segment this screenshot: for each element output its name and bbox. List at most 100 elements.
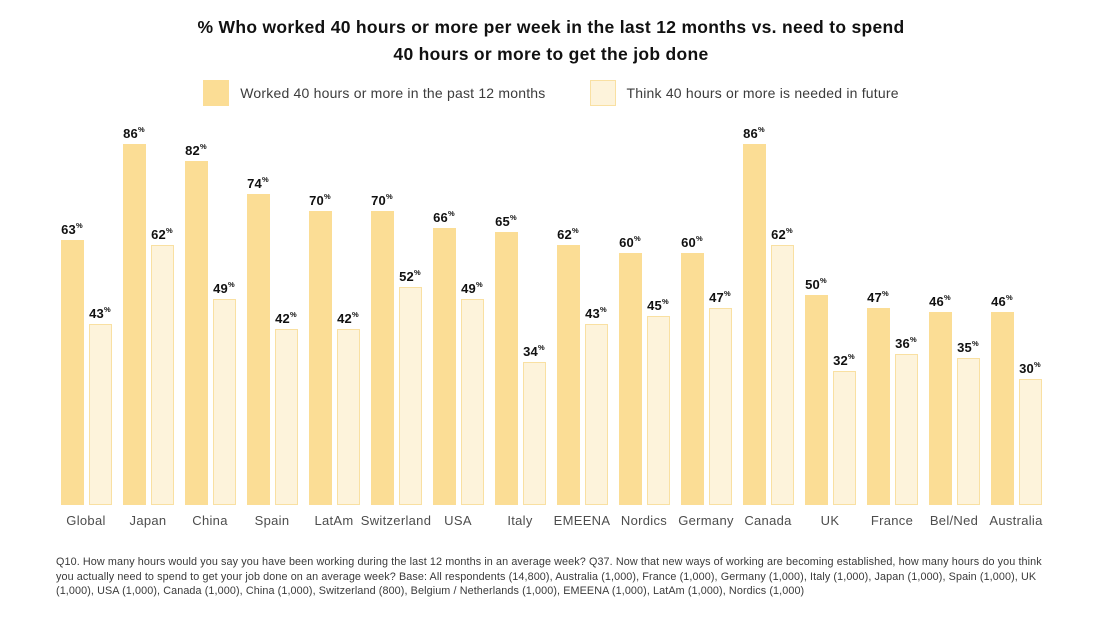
bar-column: 42% [336,310,360,505]
bar-column: 70% [370,192,394,505]
bar-think [522,362,546,505]
bar-think [584,324,608,505]
category-label: China [192,513,228,528]
bar-column: 43% [88,305,112,505]
bar-column: 74% [246,175,270,505]
bar-think [770,244,794,505]
bar-think [708,307,732,505]
bar-think [832,370,856,505]
bar-value-label: 36% [895,334,917,351]
category-label: UK [820,513,840,528]
bar-worked [680,253,704,505]
bar-worked [990,311,1014,505]
percent-sign: % [476,280,483,290]
legend-label-think: Think 40 hours or more is needed in futu… [626,85,899,101]
bar-value-label: 34% [523,343,545,360]
bar-column: 45% [646,297,670,505]
bar-value-label: 63% [61,221,83,238]
bar-group: 65% 34% Italy [489,213,551,528]
percent-sign: % [696,234,703,243]
legend-swatch-worked [203,80,230,106]
bar-column: 86% [122,124,146,505]
bar-value-label: 70% [309,192,331,208]
bar-value-label: 62% [557,225,579,242]
bar-think [894,353,918,505]
bar-value-label: 32% [833,351,855,368]
bar-column: 65% [494,213,518,505]
bar-pair: 62% 43% [556,225,608,505]
bar-value-label: 43% [89,305,111,322]
bar-value-label: 42% [275,309,297,326]
bar-value-label: 65% [495,213,517,229]
bar-pair: 86% 62% [122,124,174,505]
bar-value-label: 62% [771,225,793,242]
bar-think [398,286,422,505]
bar-worked [432,227,456,505]
percent-sign: % [166,225,173,235]
category-label: Global [66,513,106,528]
bar-column: 52% [398,268,422,505]
bar-group: 46% 30% Australia [985,292,1047,528]
bar-group: 86% 62% Canada [737,125,799,528]
percent-sign: % [200,141,207,151]
bar-worked [742,143,766,505]
bar-pair: 65% 34% [494,213,546,505]
bar-value-label: 66% [433,208,455,225]
bar-column: 60% [618,234,642,505]
bar-group: 70% 42% LatAm [303,192,365,528]
category-label: LatAm [314,513,354,528]
bar-pair: 82% 49% [184,141,236,505]
bar-think [956,358,980,505]
category-label: Switzerland [360,513,432,528]
percent-sign: % [820,276,827,285]
percent-sign: % [724,288,731,298]
bar-pair: 46% 30% [990,292,1042,505]
bar-column: 30% [1018,360,1042,505]
bar-pair: 66% 49% [432,208,484,505]
bar-group: 47% 36% France [861,289,923,528]
bar-worked [556,244,580,505]
category-label: Italy [507,513,533,528]
bar-think [212,299,236,505]
bar-worked [246,194,270,505]
bar-column: 47% [866,289,890,505]
bar-value-label: 35% [957,339,979,355]
chart-title-line1: % Who worked 40 hours or more per week i… [197,17,905,37]
bar-pair: 70% 42% [308,192,360,505]
bar-value-label: 45% [647,297,669,313]
percent-sign: % [1006,292,1013,302]
bar-column: 62% [150,225,174,505]
bar-think [88,324,112,505]
chart-title-line2: 40 hours or more to get the job done [393,44,709,64]
bar-group: 82% 49% China [179,141,241,528]
bar-think [646,316,670,505]
bar-value-label: 46% [929,292,951,309]
bar-column: 66% [432,208,456,505]
category-label: France [870,513,914,528]
category-label: Nordics [620,513,668,528]
category-label: USA [444,513,472,528]
percent-sign: % [510,213,517,222]
bar-column: 35% [956,339,980,505]
percent-sign: % [290,309,297,319]
percent-sign: % [600,305,607,315]
bar-value-label: 82% [185,141,207,158]
bar-value-label: 46% [991,292,1013,309]
bar-group: 70% 52% Switzerland [361,192,431,528]
bar-pair: 47% 36% [866,289,918,505]
bar-worked [60,240,84,505]
bar-value-label: 60% [681,234,703,250]
bar-worked [370,211,394,505]
bar-value-label: 30% [1019,360,1041,376]
percent-sign: % [538,343,545,353]
bar-worked [804,295,828,505]
bar-group: 86% 62% Japan [117,124,179,528]
percent-sign: % [448,208,455,218]
bar-value-label: 86% [123,124,145,141]
percent-sign: % [1034,360,1041,369]
bar-pair: 70% 52% [370,192,422,505]
bar-column: 32% [832,351,856,505]
bar-pair: 60% 45% [618,234,670,505]
bar-worked [618,253,642,505]
bar-value-label: 43% [585,305,607,322]
